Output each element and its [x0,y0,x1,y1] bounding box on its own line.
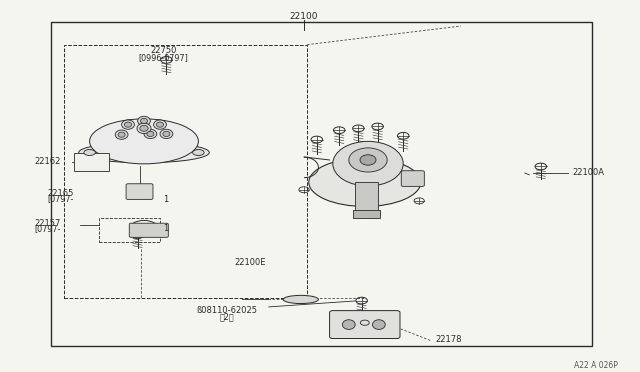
Bar [99,218,160,242]
FancyBboxPatch shape [129,223,168,237]
Text: 22100E: 22100E [234,258,266,267]
Ellipse shape [333,141,403,186]
Ellipse shape [141,118,148,124]
Ellipse shape [140,125,148,131]
Text: 22750: 22750 [150,46,177,55]
Text: 1: 1 [163,224,168,233]
Text: 22100A: 22100A [573,169,605,177]
Ellipse shape [90,119,198,164]
Ellipse shape [138,116,150,126]
Text: 22157: 22157 [35,219,61,228]
Ellipse shape [118,132,125,137]
Text: [0996-0797]: [0996-0797] [138,53,188,62]
Ellipse shape [283,295,319,304]
Ellipse shape [79,142,209,163]
Text: ß08110-62025: ß08110-62025 [196,306,258,315]
Ellipse shape [308,158,421,206]
Text: 22100: 22100 [290,12,318,21]
Bar [74,153,109,171]
Text: 22165: 22165 [47,189,74,198]
Text: 2）: 2） [220,312,234,321]
Ellipse shape [84,150,95,155]
Ellipse shape [137,123,151,134]
Bar [355,182,378,212]
Ellipse shape [193,150,204,155]
Text: 22162: 22162 [35,157,61,166]
Text: 1: 1 [163,195,168,203]
Text: [0797-: [0797- [35,224,61,233]
FancyBboxPatch shape [126,184,153,199]
FancyBboxPatch shape [330,311,400,339]
Text: 22178: 22178 [435,335,461,344]
Ellipse shape [124,122,132,127]
Ellipse shape [154,120,166,129]
Text: A22 A 026P: A22 A 026P [573,361,618,370]
Bar [353,210,380,218]
Ellipse shape [349,148,387,172]
Ellipse shape [342,320,355,330]
Bar [51,22,592,346]
Ellipse shape [163,131,170,137]
Ellipse shape [372,320,385,330]
Text: [0797-: [0797- [47,195,74,203]
FancyBboxPatch shape [401,171,424,186]
Ellipse shape [144,129,157,138]
Ellipse shape [147,131,154,137]
Ellipse shape [115,130,128,139]
Ellipse shape [156,122,164,127]
Ellipse shape [160,129,173,138]
Bar [64,45,307,298]
Ellipse shape [122,120,134,129]
Ellipse shape [360,155,376,165]
